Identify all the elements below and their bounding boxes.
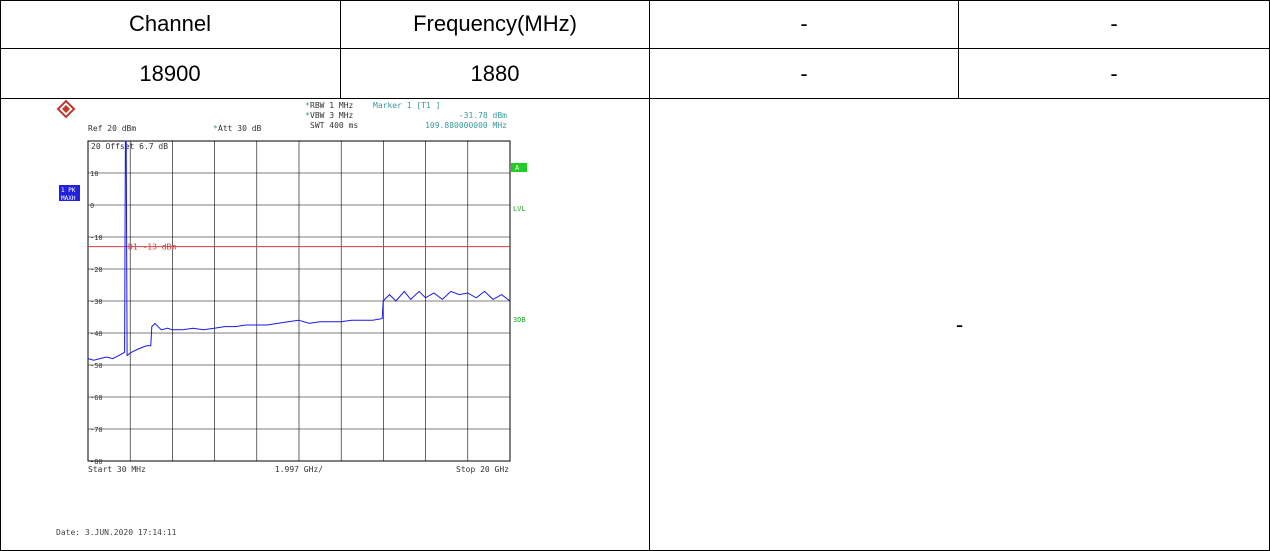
- table-row-divider: [0, 98, 1270, 99]
- stop-frequency: Stop 20 GHz: [456, 465, 509, 474]
- start-frequency: Start 30 MHz: [88, 465, 146, 474]
- y-tick-label: -80: [90, 458, 103, 466]
- y-tick-label: 10: [90, 170, 98, 178]
- offset-label: 20 Offset 6.7 dB: [91, 142, 168, 151]
- display-line-label: D1 -13 dBm: [128, 243, 176, 252]
- right-panel-value: -: [955, 312, 964, 337]
- span-per-division: 1.997 GHz/: [275, 465, 323, 474]
- rohde-schwarz-logo-icon: [56, 99, 76, 119]
- marker-level: -31.78 dBm: [459, 111, 507, 120]
- y-tick-label: -20: [90, 266, 103, 274]
- plot-grid: [88, 141, 510, 461]
- table-border-left: [0, 0, 1, 551]
- trace-line: [87, 140, 511, 361]
- header-col4: -: [1110, 11, 1118, 36]
- trace-label-1: 1 PK: [61, 187, 76, 194]
- swt-label: SWT 400 ms: [310, 121, 358, 130]
- cell-frequency-value: 1880: [470, 60, 520, 86]
- cell-col3-value: -: [800, 60, 808, 86]
- rbw-star: *: [305, 101, 310, 110]
- lvl-label: LVL: [513, 205, 526, 213]
- ref-level: Ref 20 dBm: [88, 124, 136, 133]
- y-tick-label: -10: [90, 234, 103, 242]
- y-tick-label: -50: [90, 362, 103, 370]
- trace-label-2: MAXH: [61, 195, 76, 202]
- header-frequency: Frequency(MHz): [413, 11, 577, 36]
- a-badge: A: [511, 163, 527, 172]
- y-tick-label: 0: [90, 202, 94, 210]
- table-col-divider: [340, 0, 341, 98]
- 3db-label: 3DB: [513, 316, 526, 324]
- table-border-top: [0, 0, 1270, 1]
- marker-title: Marker 1 [T1 ]: [373, 101, 440, 110]
- cell-col4-value: -: [1110, 60, 1118, 86]
- table-col-divider: [958, 0, 959, 98]
- att-star: *: [213, 124, 218, 133]
- vbw-star: *: [305, 111, 310, 120]
- spectrum-plot: * RBW 1 MHz * VBW 3 MHz SWT 400 ms Marke…: [56, 99, 527, 537]
- y-tick-label: -70: [90, 426, 103, 434]
- measurement-date: Date: 3.JUN.2020 17:14:11: [56, 528, 177, 537]
- header-col3: -: [800, 11, 808, 36]
- y-tick-label: -40: [90, 330, 103, 338]
- header-channel: Channel: [129, 11, 211, 36]
- y-tick-labels: 10 0 -10 -20 -30 -40 -50 -60 -70 -80: [90, 170, 103, 466]
- a-badge-text: A: [515, 164, 520, 172]
- table-row-divider: [0, 48, 1270, 49]
- rbw-label: RBW 1 MHz: [310, 101, 354, 110]
- att-label: Att 30 dB: [218, 124, 262, 133]
- trace-badge: 1 PK MAXH: [59, 185, 80, 202]
- cell-channel-value: 18900: [139, 60, 201, 86]
- vbw-label: VBW 3 MHz: [310, 111, 354, 120]
- table-col-divider: [649, 0, 650, 551]
- y-tick-label: -60: [90, 394, 103, 402]
- y-tick-label: -30: [90, 298, 103, 306]
- marker-frequency: 109.880000000 MHz: [425, 121, 507, 130]
